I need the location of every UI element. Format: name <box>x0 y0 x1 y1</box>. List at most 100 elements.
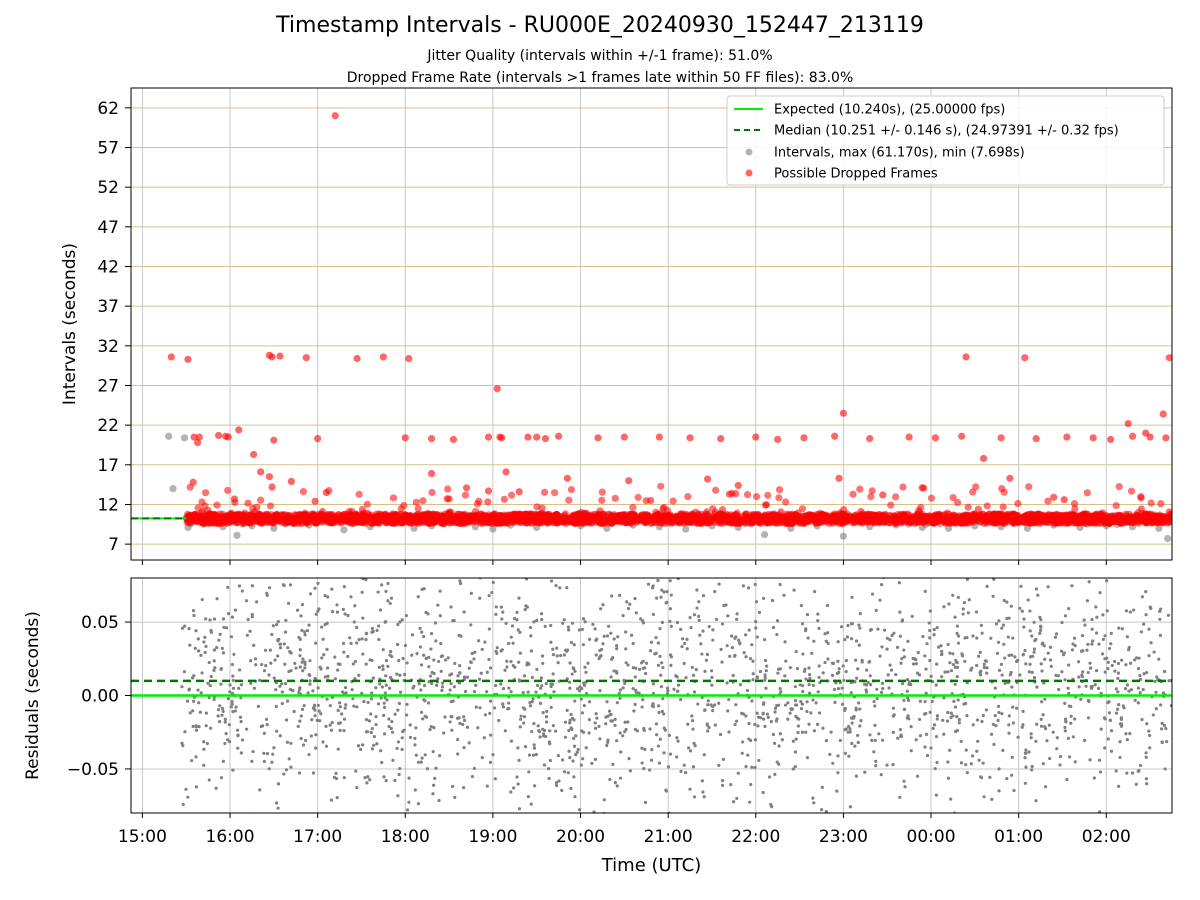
dropped-frame-point <box>295 519 303 527</box>
residual-point <box>928 628 932 633</box>
residual-point <box>607 624 611 628</box>
residual-point <box>381 648 385 652</box>
residual-point <box>601 603 605 607</box>
residual-point <box>928 710 932 714</box>
dropped-frame-point <box>608 519 616 527</box>
residual-point <box>961 612 965 616</box>
dropped-frame-point <box>712 486 720 494</box>
dropped-frame-point <box>831 510 839 518</box>
residual-point <box>365 781 369 785</box>
dropped-frame-point <box>201 489 210 497</box>
residual-point <box>433 621 438 625</box>
dropped-frame-point <box>541 435 550 443</box>
dropped-frame-point <box>524 433 532 441</box>
dropped-frame-point <box>473 500 482 508</box>
dropped-frame-point <box>1041 518 1049 526</box>
residual-point <box>568 756 572 760</box>
dropped-frame-point <box>929 517 937 525</box>
residual-point <box>237 686 241 690</box>
residual-point <box>656 744 661 748</box>
residual-point <box>1094 605 1098 609</box>
dropped-frame-point <box>1162 434 1170 442</box>
residual-point <box>748 815 751 818</box>
residual-point <box>320 625 324 629</box>
residual-point <box>316 581 320 585</box>
residual-point <box>685 637 689 641</box>
dropped-frame-point <box>899 510 907 518</box>
residual-point <box>311 689 315 693</box>
dropped-frame-point <box>244 499 252 507</box>
dropped-frame-point <box>634 493 642 502</box>
dropped-frame-point <box>1087 518 1095 526</box>
dropped-frame-point <box>500 495 508 503</box>
residual-point <box>554 729 558 733</box>
dropped-frame-point <box>558 518 566 526</box>
residual-point <box>940 649 944 653</box>
residual-point <box>192 699 196 703</box>
residual-point <box>956 634 961 638</box>
residual-point <box>660 661 664 665</box>
dropped-frame-point <box>204 506 212 515</box>
dropped-frame-point <box>1127 487 1136 495</box>
dropped-frame-point <box>326 516 334 524</box>
residual-point <box>692 795 697 799</box>
residual-point <box>268 648 272 652</box>
residual-point <box>624 727 628 732</box>
residual-point <box>997 710 1001 715</box>
residual-point <box>997 767 1001 771</box>
residual-point <box>489 733 493 737</box>
dropped-frame-point <box>561 510 569 518</box>
residual-point <box>1138 674 1142 678</box>
dropped-frame-point <box>227 509 236 517</box>
residual-point <box>868 628 873 632</box>
residual-point <box>540 617 544 622</box>
residual-point <box>1005 776 1009 781</box>
residual-point <box>522 721 526 725</box>
residual-point <box>231 768 235 772</box>
residual-point <box>561 621 565 625</box>
dropped-frame-point <box>1157 500 1165 508</box>
residual-point <box>713 723 717 727</box>
residual-point <box>775 619 780 623</box>
residual-point <box>1010 653 1014 657</box>
dropped-frame-point <box>1032 435 1040 443</box>
dropped-frame-point <box>598 488 606 496</box>
residual-point <box>228 690 232 694</box>
residual-point <box>364 637 368 642</box>
residual-point <box>935 626 939 630</box>
residual-point <box>727 697 731 702</box>
residual-point <box>360 691 364 695</box>
residual-point <box>1165 739 1169 744</box>
residual-point <box>503 729 507 733</box>
residual-point <box>1032 676 1037 680</box>
residual-point <box>909 749 913 753</box>
residual-point <box>602 634 606 638</box>
dropped-frame-point <box>477 519 485 527</box>
dropped-frame-point <box>1147 499 1155 507</box>
residual-point <box>232 652 236 656</box>
residual-point <box>313 708 317 712</box>
dropped-frame-point <box>717 435 725 443</box>
residual-point <box>563 720 568 724</box>
residual-point <box>778 686 782 691</box>
residual-point <box>674 674 678 678</box>
dropped-frame-point <box>980 454 988 463</box>
residual-point <box>1045 739 1049 743</box>
residual-point <box>457 633 461 637</box>
residual-point <box>221 709 225 713</box>
dropped-frame-point <box>184 510 192 518</box>
residual-point <box>1115 707 1120 711</box>
residual-point <box>223 741 227 746</box>
residual-point <box>844 670 848 674</box>
residual-point <box>407 800 411 804</box>
residual-point <box>221 759 225 763</box>
residual-point <box>545 709 549 713</box>
residual-point <box>549 623 553 628</box>
residual-point <box>978 650 982 654</box>
residual-point <box>566 625 570 629</box>
interval-point <box>839 532 848 540</box>
x-tick-label: 17:00 <box>293 827 342 847</box>
residual-point <box>208 618 212 622</box>
residual-point <box>368 658 372 662</box>
